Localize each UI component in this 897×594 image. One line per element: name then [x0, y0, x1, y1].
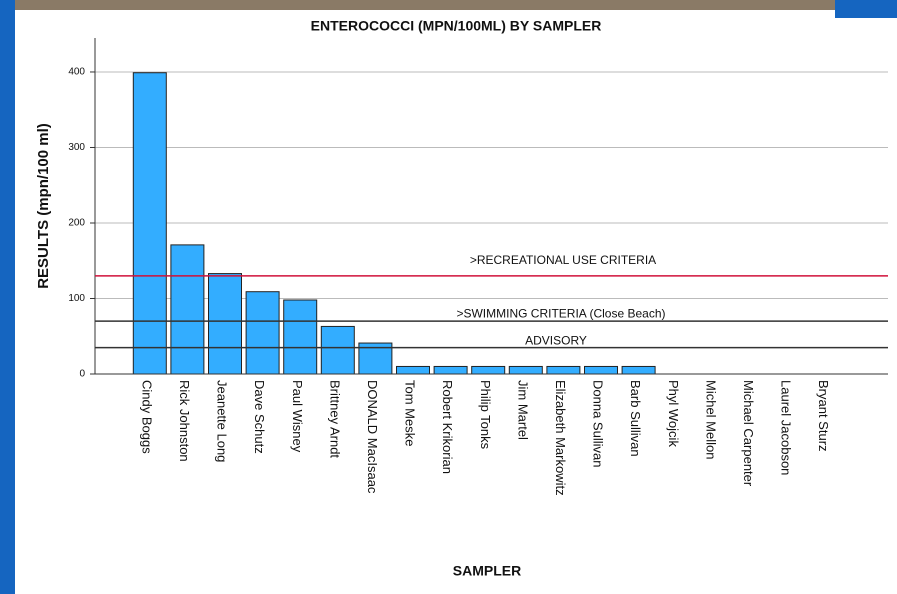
- x-tick-label: DONALD MacIsaac: [365, 380, 380, 494]
- y-tick-label: 400: [68, 67, 85, 78]
- y-tick-label: 200: [68, 218, 85, 229]
- x-axis-label: SAMPLER: [453, 563, 521, 579]
- bar: [584, 365, 618, 375]
- x-tick-label: Elizabeth Markowitz: [553, 380, 568, 496]
- bar: [320, 325, 355, 375]
- bar: [433, 365, 468, 375]
- x-tick-label: Bryant Sturz: [816, 380, 831, 452]
- corner-block: [835, 0, 897, 18]
- x-tick-label: Michel Mellon: [703, 380, 718, 459]
- x-tick-label: Jim Martel: [515, 380, 530, 440]
- x-tick-label: Laurel Jacobson: [779, 380, 794, 475]
- bar: [471, 365, 506, 375]
- reference-label: ADVISORY: [525, 334, 587, 348]
- bar: [508, 365, 543, 375]
- bar: [546, 365, 581, 375]
- x-tick-label: Tom Meske: [403, 380, 418, 446]
- reference-label: >SWIMMING CRITERIA (Close Beach): [456, 306, 665, 320]
- bar: [170, 244, 205, 375]
- bar: [245, 291, 280, 375]
- chart-title: ENTEROCOCCI (MPN/100ML) BY SAMPLER: [311, 18, 602, 34]
- bar: [132, 72, 167, 375]
- x-tick-label: Barb Sullivan: [628, 380, 643, 457]
- x-tick-label: Cindy Boggs: [139, 380, 154, 454]
- x-tick-label: Brittney Arndt: [327, 380, 342, 458]
- bar: [396, 365, 430, 375]
- x-tick-label: Dave Schutz: [252, 380, 267, 454]
- x-tick-label: Rick Johnston: [177, 380, 192, 462]
- x-tick-label: Robert Krikorian: [440, 380, 455, 474]
- x-tick-label: Paul Wisney: [290, 380, 305, 453]
- bar: [621, 365, 656, 375]
- photo-strip: [0, 0, 897, 10]
- y-tick-label: 0: [79, 369, 85, 380]
- x-tick-label: Philip Tonks: [478, 380, 493, 450]
- x-tick-label: Michael Carpenter: [741, 380, 756, 487]
- x-tick-label: Phyl Wojcik: [666, 380, 681, 447]
- y-tick-label: 300: [68, 142, 85, 153]
- bar: [283, 299, 318, 375]
- y-axis-label: RESULTS (mpn/100 ml): [35, 123, 52, 289]
- side-bar: [0, 0, 15, 594]
- reference-label: >RECREATIONAL USE CRITERIA: [470, 253, 656, 267]
- x-tick-label: Jeanette Long: [215, 380, 230, 462]
- y-tick-label: 100: [68, 293, 85, 304]
- bar: [208, 273, 242, 375]
- x-tick-label: Donna Sullivan: [591, 380, 606, 467]
